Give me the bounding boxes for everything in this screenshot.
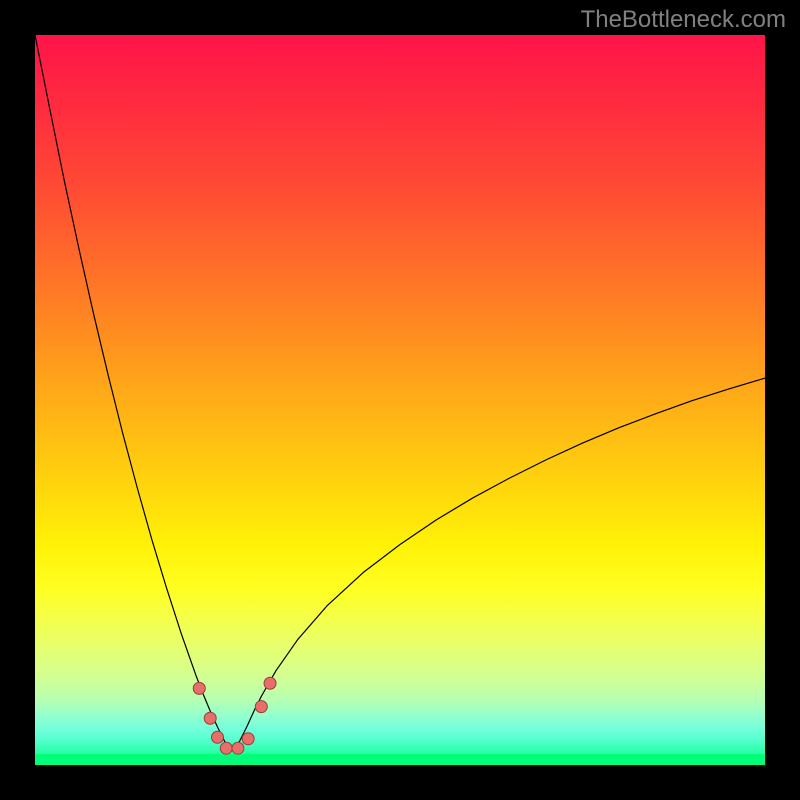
curve-marker	[204, 712, 216, 724]
bottleneck-curve-chart	[35, 35, 765, 765]
green-baseline-band	[35, 754, 765, 765]
curve-marker	[220, 742, 232, 754]
curve-marker	[212, 731, 224, 743]
curve-marker	[255, 701, 267, 713]
curve-marker	[193, 682, 205, 694]
watermark-text: TheBottleneck.com	[581, 6, 786, 34]
curve-marker	[264, 677, 276, 689]
curve-marker	[232, 742, 244, 754]
curve-marker	[242, 733, 254, 745]
chart-container: TheBottleneck.com	[0, 0, 800, 800]
plot-background-gradient	[35, 35, 765, 765]
